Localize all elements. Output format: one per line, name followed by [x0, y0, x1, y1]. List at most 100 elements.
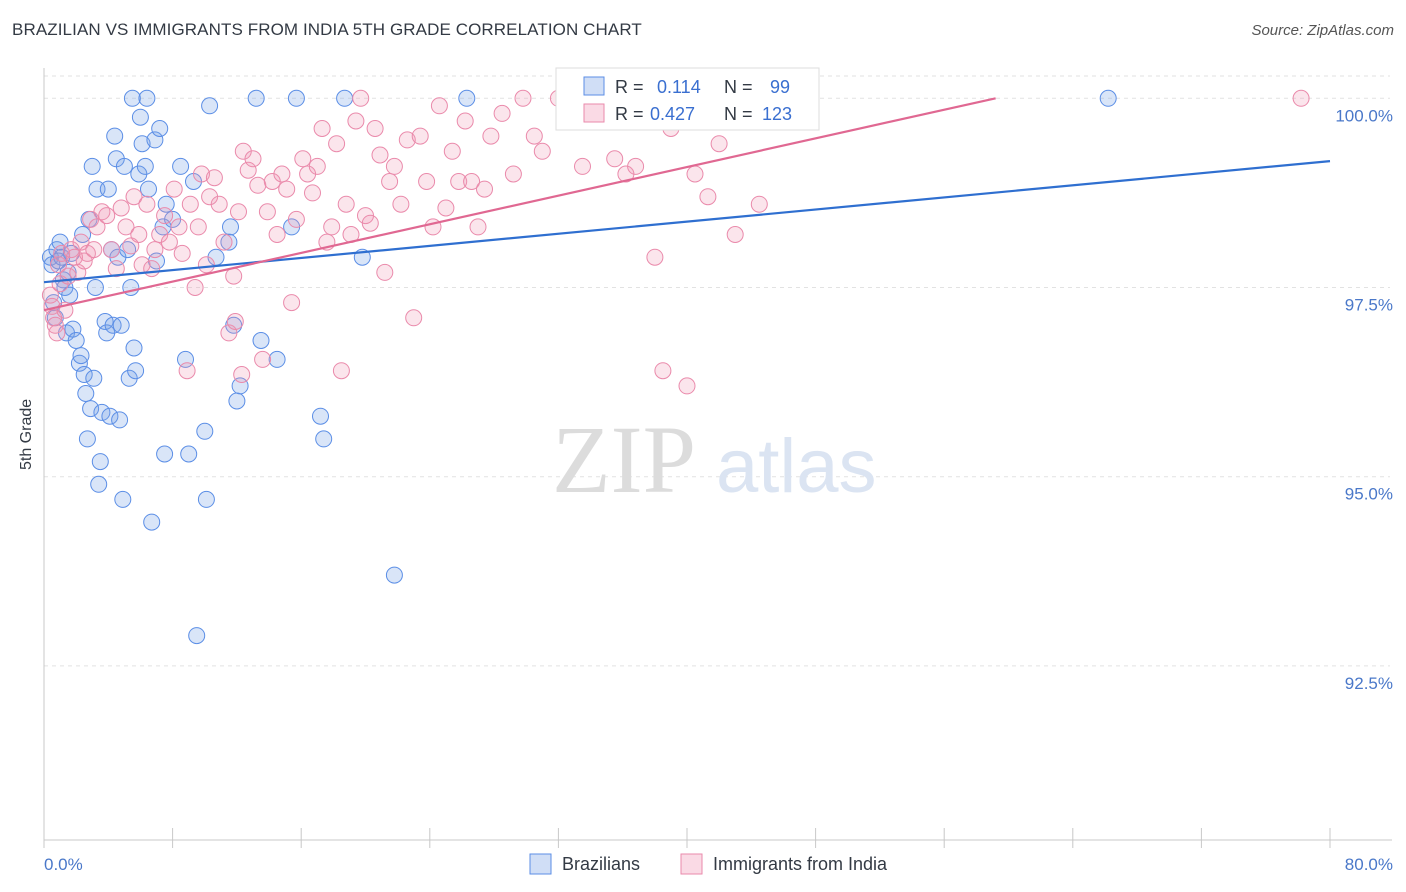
data-point	[103, 241, 120, 259]
data-point	[312, 407, 329, 425]
data-point	[151, 120, 169, 137]
axes	[43, 68, 1392, 848]
series-points	[41, 89, 1310, 645]
legend-label-india: Immigrants from India	[713, 854, 888, 874]
data-point	[111, 411, 129, 429]
legend-r-value-2: 0.427	[650, 104, 695, 124]
data-point	[283, 294, 301, 312]
data-point	[287, 89, 305, 107]
data-point	[53, 244, 71, 262]
x-tick-labels: 0.0% 80.0%	[44, 855, 1393, 874]
chart-title: BRAZILIAN VS IMMIGRANTS FROM INDIA 5TH G…	[12, 20, 642, 39]
legend-swatch-pink	[583, 103, 605, 123]
data-point	[173, 244, 191, 262]
data-point	[220, 233, 238, 251]
data-point	[1292, 89, 1310, 107]
data-point	[193, 165, 210, 183]
data-point	[170, 218, 188, 236]
data-point	[1099, 89, 1117, 107]
data-point	[77, 385, 95, 402]
data-point	[156, 207, 174, 225]
data-point	[178, 362, 196, 380]
data-point	[750, 195, 768, 213]
data-point	[228, 392, 246, 410]
y-tick-label: 100.0%	[1335, 106, 1393, 125]
data-point	[133, 135, 151, 153]
data-point	[61, 286, 79, 304]
data-point	[140, 180, 157, 198]
data-point	[252, 332, 270, 349]
data-point	[130, 226, 148, 243]
data-point	[78, 430, 96, 448]
data-point	[186, 279, 204, 296]
data-point	[699, 188, 717, 206]
data-point	[258, 203, 276, 221]
data-point	[710, 135, 728, 153]
data-point	[328, 135, 346, 153]
data-point	[385, 566, 403, 584]
data-point	[107, 260, 125, 278]
data-point	[254, 350, 272, 368]
data-point	[64, 320, 82, 338]
data-point	[361, 214, 379, 232]
data-point	[127, 362, 145, 380]
data-point	[189, 218, 207, 236]
data-point	[123, 89, 141, 107]
series-legend: Brazilians Immigrants from India	[529, 853, 888, 875]
data-point	[86, 279, 104, 296]
data-point	[315, 430, 333, 448]
data-point	[85, 241, 103, 259]
data-point	[225, 267, 243, 285]
data-point	[405, 309, 423, 327]
data-point	[239, 161, 257, 179]
data-point	[98, 207, 116, 225]
data-point	[249, 176, 267, 194]
data-point	[376, 263, 394, 281]
data-point	[196, 422, 214, 440]
data-point	[215, 233, 233, 251]
data-point	[268, 226, 286, 243]
data-point	[278, 180, 296, 198]
data-point	[398, 131, 416, 149]
watermark-atlas: atlas	[716, 424, 877, 509]
data-point	[337, 195, 355, 213]
legend-n-label-2: N =	[724, 104, 753, 124]
data-point	[323, 218, 341, 236]
data-point	[115, 157, 133, 175]
data-point	[287, 210, 305, 228]
data-point	[112, 316, 130, 334]
data-point	[247, 89, 265, 107]
watermark: ZIP atlas	[552, 406, 877, 513]
legend-swatch-blue	[583, 76, 605, 96]
trend-lines	[43, 97, 1331, 312]
data-point	[112, 199, 130, 217]
trend-line-pink	[43, 97, 996, 312]
data-point	[458, 89, 476, 107]
data-point	[332, 362, 350, 380]
data-point	[646, 248, 664, 266]
data-point	[210, 195, 228, 213]
legend-swatch-india	[680, 853, 703, 875]
data-point	[101, 407, 119, 425]
data-point	[385, 157, 403, 175]
data-point	[160, 233, 178, 251]
data-point	[230, 203, 247, 221]
data-point	[67, 332, 85, 349]
data-point	[418, 173, 436, 190]
data-point	[450, 173, 468, 190]
data-point	[75, 366, 93, 383]
data-point	[91, 453, 109, 471]
data-point	[197, 256, 215, 274]
data-point	[437, 199, 455, 217]
data-point	[188, 627, 206, 645]
data-point	[294, 150, 312, 168]
data-point	[678, 377, 696, 395]
data-point	[352, 89, 370, 107]
data-point	[336, 89, 354, 107]
x-tick-label: 80.0%	[1345, 855, 1393, 874]
data-point	[308, 157, 326, 175]
data-point	[48, 324, 66, 342]
data-point	[686, 165, 704, 183]
data-point	[146, 131, 164, 149]
